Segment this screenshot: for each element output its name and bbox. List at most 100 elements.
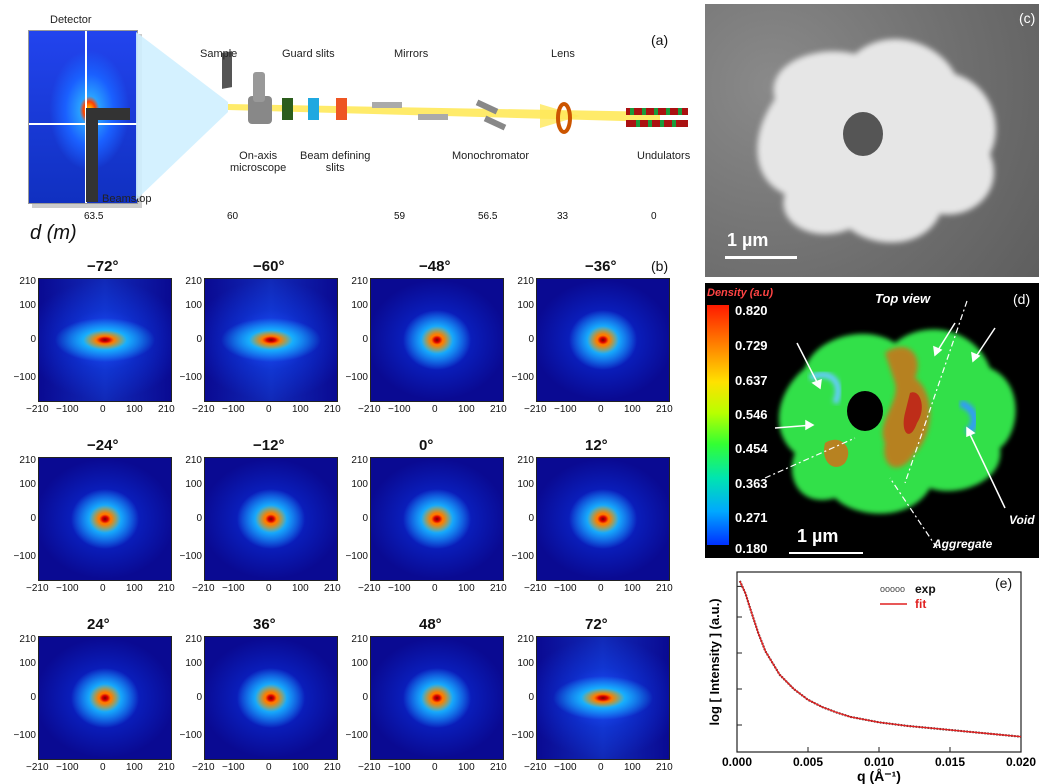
x-tick-label: 0 — [100, 762, 106, 773]
y-tick-label: −100 — [13, 372, 36, 383]
angle-label: 12° — [585, 437, 608, 454]
panel-d-letter: (d) — [1013, 291, 1031, 307]
colorbar-tick: 0.454 — [735, 441, 768, 456]
x-tick-label: 0 — [432, 583, 438, 594]
diffraction-pattern — [204, 457, 338, 581]
y-tick-label: 210 — [19, 455, 36, 466]
x-tick-label: 0.010 — [864, 755, 894, 769]
detector-label: Detector — [50, 14, 92, 26]
d-tick: 63.5 — [84, 211, 104, 222]
aggregate-label: Aggregate — [933, 537, 993, 551]
y-tick-label: 0 — [196, 692, 202, 703]
angle-label: −36° — [585, 258, 617, 275]
colorbar-tick: 0.637 — [735, 373, 768, 388]
y-tick-label: 210 — [351, 634, 368, 645]
monochromator-label: Monochromator — [452, 150, 530, 162]
x-tick-label: −210 — [358, 762, 381, 773]
y-tick-label: 100 — [517, 658, 534, 669]
y-tick-label: 210 — [19, 634, 36, 645]
x-tick-label: 100 — [624, 762, 641, 773]
legend-fit-label: fit — [915, 597, 926, 611]
x-tick-label: −100 — [222, 404, 245, 415]
panel-a-letter: (a) — [651, 32, 669, 48]
top-view-label: Top view — [875, 291, 931, 306]
y-tick-label: 210 — [517, 455, 534, 466]
x-tick-label: −210 — [26, 583, 49, 594]
density-particle — [764, 300, 1016, 549]
panel-d-density-map: Density (a.u) 0.820 0.729 0.637 0.546 0.… — [705, 283, 1039, 558]
colorbar-tick: 0.363 — [735, 476, 768, 491]
x-tick-label: −210 — [524, 404, 547, 415]
y-tick-label: −100 — [345, 372, 368, 383]
legend-exp-label: exp — [915, 582, 936, 596]
x-tick-label: 210 — [158, 404, 175, 415]
x-tick-label: 0.015 — [935, 755, 965, 769]
diffraction-pattern — [536, 278, 670, 402]
y-tick-label: −100 — [13, 551, 36, 562]
undulators-label: Undulators — [637, 150, 691, 162]
y-tick-label: −100 — [511, 372, 534, 383]
y-tick-label: 100 — [185, 658, 202, 669]
series-fit-line — [739, 580, 1022, 738]
x-tick-label: −100 — [56, 583, 79, 594]
diffraction-pattern — [204, 278, 338, 402]
panel-c-letter: (c) — [1019, 10, 1036, 26]
y-tick-label: 100 — [517, 479, 534, 490]
x-tick-label: −210 — [358, 404, 381, 415]
y-axis-label: log [ Intensity ] (a.u.) — [707, 598, 722, 725]
x-tick-label: 100 — [458, 583, 475, 594]
y-tick-label: 0 — [30, 334, 36, 345]
y-tick-label: 0 — [196, 513, 202, 524]
d-tick: 59 — [394, 211, 406, 222]
y-tick-label: 210 — [351, 455, 368, 466]
y-tick-label: −100 — [345, 730, 368, 741]
x-tick-label: 100 — [458, 404, 475, 415]
beamline-diagram — [136, 32, 688, 200]
colorbar-tick: 0.729 — [735, 338, 768, 353]
y-tick-label: −100 — [179, 551, 202, 562]
y-tick-label: 210 — [517, 634, 534, 645]
legend-exp-marker: ooooo — [880, 584, 905, 594]
y-tick-label: 210 — [351, 276, 368, 287]
y-tick-label: 0 — [30, 513, 36, 524]
diffraction-pattern — [38, 278, 172, 402]
diffraction-pattern — [536, 457, 670, 581]
x-tick-label: 210 — [158, 583, 175, 594]
y-tick-label: 0 — [362, 692, 368, 703]
x-tick-label: −100 — [56, 404, 79, 415]
x-tick-label: −210 — [524, 762, 547, 773]
x-tick-label: 100 — [126, 583, 143, 594]
microscope-label: On-axis microscope — [230, 150, 287, 174]
y-tick-label: 210 — [185, 455, 202, 466]
x-tick-label: 0 — [100, 583, 106, 594]
x-tick-label: −210 — [524, 583, 547, 594]
colorbar-tick: 0.546 — [735, 407, 768, 422]
x-tick-label: 100 — [292, 404, 309, 415]
x-tick-label: −100 — [222, 583, 245, 594]
x-tick-label: −100 — [554, 583, 577, 594]
y-tick-label: −100 — [179, 372, 202, 383]
colorbar-tick: 0.271 — [735, 510, 768, 525]
sample-label: Sample — [200, 48, 238, 60]
x-tick-label: 0 — [266, 762, 272, 773]
y-tick-label: 100 — [19, 479, 36, 490]
x-tick-label: 0 — [432, 762, 438, 773]
void-label: Void — [1009, 513, 1035, 527]
x-tick-label: 210 — [490, 404, 507, 415]
y-tick-label: 0 — [30, 692, 36, 703]
x-tick-label: 210 — [324, 583, 341, 594]
diffraction-pattern — [38, 636, 172, 760]
x-tick-label: −100 — [388, 583, 411, 594]
x-tick-label: 210 — [324, 404, 341, 415]
y-tick-label: 100 — [185, 300, 202, 311]
x-tick-label: 100 — [126, 762, 143, 773]
x-tick-label: 0 — [598, 404, 604, 415]
panel-c-sem-image: 1 µm (c) — [705, 4, 1039, 277]
angle-label: −12° — [253, 437, 285, 454]
x-tick-label: −210 — [26, 762, 49, 773]
angle-label: 0° — [419, 437, 434, 454]
y-tick-label: 210 — [185, 634, 202, 645]
x-tick-label: 0 — [266, 583, 272, 594]
angle-label: 36° — [253, 616, 276, 633]
panel-b-letter: (b) — [651, 258, 669, 274]
